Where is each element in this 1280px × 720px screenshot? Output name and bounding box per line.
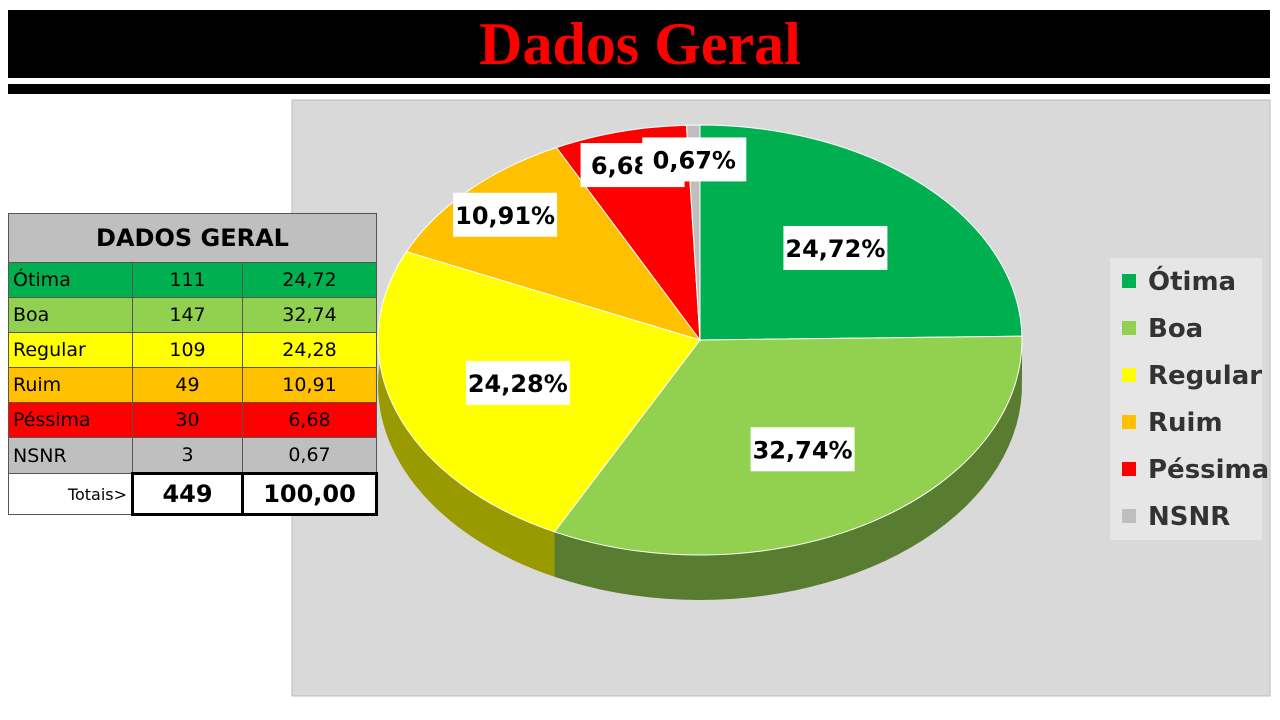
table-title: DADOS GERAL bbox=[8, 213, 377, 263]
table-cell: 0,67 bbox=[242, 437, 377, 474]
legend-label: Ruim bbox=[1148, 408, 1223, 438]
data-label: 24,28% bbox=[468, 370, 568, 398]
legend-label: Ótima bbox=[1148, 265, 1236, 297]
data-label: 0,67% bbox=[653, 146, 736, 174]
table-cell: Ótima bbox=[8, 262, 133, 298]
legend-label: Boa bbox=[1148, 314, 1203, 344]
legend-swatch bbox=[1122, 462, 1136, 476]
table-row: NSNR 3 0,67 bbox=[8, 437, 377, 474]
table-cell: 32,74 bbox=[242, 297, 377, 333]
table-cell: 109 bbox=[132, 332, 243, 368]
data-label: 32,74% bbox=[753, 436, 853, 464]
legend-swatch bbox=[1122, 274, 1136, 288]
data-table: DADOS GERAL Ótima 111 24,72 Boa 147 32,74 Regu… bbox=[8, 213, 378, 516]
table-row: Péssima 30 6,68 bbox=[8, 402, 377, 438]
slice-side bbox=[554, 336, 1022, 600]
table-cell: 147 bbox=[132, 297, 243, 333]
data-label: 10,91% bbox=[455, 202, 555, 230]
legend-box bbox=[1110, 258, 1262, 540]
table-row: Boa 147 32,74 bbox=[8, 297, 377, 333]
table-cell: Ruim bbox=[8, 367, 133, 403]
data-label-box bbox=[750, 427, 855, 472]
legend-swatch bbox=[1122, 321, 1136, 335]
legend-label: Péssima bbox=[1148, 455, 1269, 485]
table-cell: NSNR bbox=[8, 437, 133, 474]
table-cell: 24,28 bbox=[242, 332, 377, 368]
table-cell: 49 bbox=[132, 367, 243, 403]
table-cell: Boa bbox=[8, 297, 133, 333]
table-cell: Regular bbox=[8, 332, 133, 368]
legend-label: Regular bbox=[1148, 361, 1262, 391]
data-label: 24,72% bbox=[785, 235, 885, 263]
legend-swatch bbox=[1122, 509, 1136, 523]
header-bar bbox=[8, 10, 1270, 78]
table-cell: 449 bbox=[131, 472, 244, 516]
table-row: Regular 109 24,28 bbox=[8, 332, 377, 368]
table-cell: Totais> bbox=[8, 473, 133, 515]
table-cell: Péssima bbox=[8, 402, 133, 438]
data-label-box bbox=[783, 225, 888, 270]
data-label-box bbox=[465, 360, 570, 405]
table-cell: 6,68 bbox=[242, 402, 377, 438]
table-row: Totais> 449 100,00 bbox=[8, 472, 378, 516]
table-cell: 111 bbox=[132, 262, 243, 298]
table-cell: 10,91 bbox=[242, 367, 377, 403]
table-cell: 100,00 bbox=[241, 472, 378, 516]
header-rule bbox=[8, 84, 1270, 94]
data-label-box bbox=[642, 137, 747, 182]
legend-label: NSNR bbox=[1148, 502, 1230, 532]
table-cell: 24,72 bbox=[242, 262, 377, 298]
table-cell: 30 bbox=[132, 402, 243, 438]
data-label-box bbox=[453, 192, 558, 237]
table-row: Ruim 49 10,91 bbox=[8, 367, 377, 403]
table-cell: 3 bbox=[132, 437, 243, 474]
legend-swatch bbox=[1122, 368, 1136, 382]
table-row: Ótima 111 24,72 bbox=[8, 262, 377, 298]
legend-swatch bbox=[1122, 415, 1136, 429]
page-title: Dados Geral bbox=[479, 11, 801, 77]
